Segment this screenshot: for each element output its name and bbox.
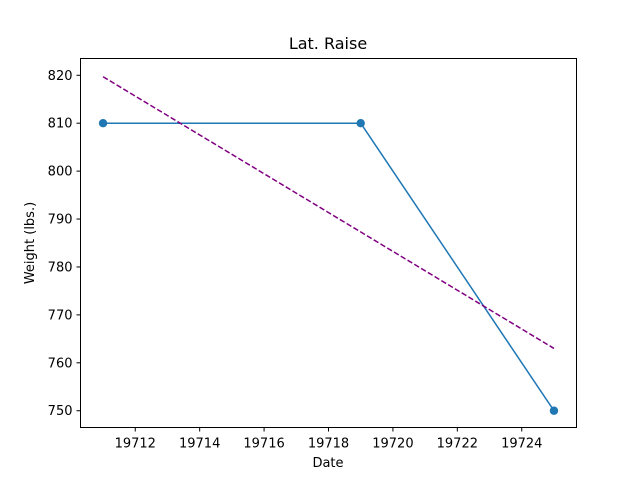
y-tick-label: 820 <box>48 69 73 84</box>
trend-line <box>102 76 555 350</box>
x-tick-label: 19722 <box>437 437 478 452</box>
x-tick-label: 19718 <box>308 437 349 452</box>
y-tick-label: 810 <box>48 117 73 132</box>
x-tick-label: 19716 <box>243 437 284 452</box>
y-axis-ticks: 750 760 770 780 790 800 810 820 <box>48 69 81 419</box>
y-tick-label: 790 <box>48 213 73 228</box>
y-tick-label: 760 <box>48 356 73 371</box>
chart-title: Lat. Raise <box>289 34 367 53</box>
y-axis-label: Weight (lbs.) <box>23 202 38 284</box>
x-tick-label: 19720 <box>372 437 413 452</box>
x-axis-label: Date <box>312 456 343 471</box>
y-tick-label: 800 <box>48 165 73 180</box>
x-axis-ticks: 19712 19714 19716 19718 19720 19722 19724 <box>115 427 542 452</box>
y-tick-label: 780 <box>48 260 73 275</box>
plot-frame <box>80 58 577 428</box>
y-tick-label: 750 <box>48 404 73 419</box>
x-tick-label: 19724 <box>501 437 542 452</box>
data-point <box>549 406 559 415</box>
data-point <box>356 118 365 128</box>
x-tick-label: 19714 <box>179 437 220 452</box>
y-tick-label: 770 <box>48 308 73 323</box>
data-point <box>98 118 108 128</box>
x-tick-label: 19712 <box>115 437 156 452</box>
plot-series <box>98 76 559 415</box>
